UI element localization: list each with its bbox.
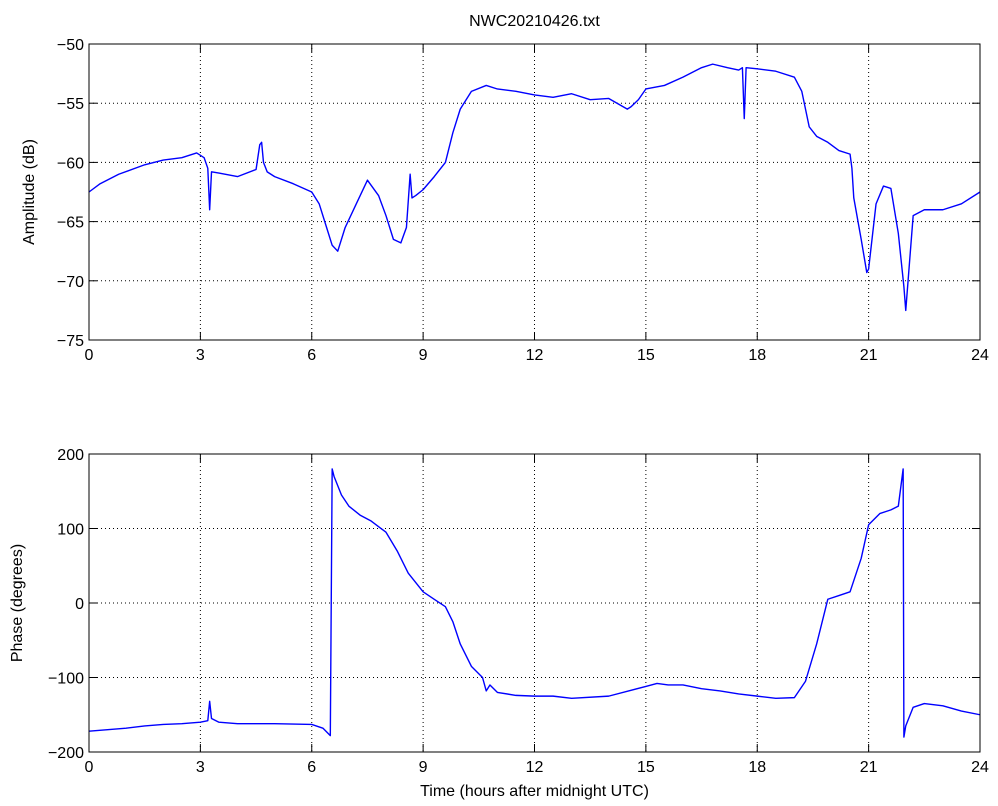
x-tick-label: 24 <box>971 347 989 364</box>
x-tick-label: 9 <box>419 347 428 364</box>
y-tick-label: 0 <box>75 596 84 613</box>
y-tick-label: 200 <box>57 447 84 464</box>
x-tick-label: 15 <box>637 759 655 776</box>
y-tick-label: 100 <box>57 522 84 539</box>
figure-title: NWC20210426.txt <box>469 13 600 30</box>
y-tick-label: −55 <box>57 96 84 113</box>
x-tick-label: 6 <box>307 347 316 364</box>
x-tick-label: 9 <box>419 759 428 776</box>
phase-series-line <box>88 468 981 738</box>
x-tick-label: 24 <box>971 759 989 776</box>
y-axis-label: Phase (degrees) <box>9 544 26 662</box>
y-tick-label: −65 <box>57 215 84 232</box>
x-tick-label: 21 <box>860 347 878 364</box>
phase-panel: 0 3 6 9 12 15 18 21 24 −200 −100 0 100 200 Phase (degr… <box>9 447 989 800</box>
y-tick-label: −70 <box>57 274 84 291</box>
x-tick-label: 3 <box>196 759 205 776</box>
y-tick-label: −75 <box>57 333 84 350</box>
y-tick-label: −60 <box>57 155 84 172</box>
x-tick-label: 12 <box>526 347 544 364</box>
x-tick-label: 12 <box>526 759 544 776</box>
y-axis-label: Amplitude (dB) <box>21 139 38 245</box>
y-tick-label: −200 <box>48 745 84 762</box>
x-tick-label: 3 <box>196 347 205 364</box>
amplitude-panel: 0 3 6 9 12 15 18 21 24 −75 −70 −65 −60 −55 −50 Amplitud… <box>21 37 989 364</box>
y-tick-label: −50 <box>57 37 84 54</box>
x-tick-label: 6 <box>307 759 316 776</box>
y-tick-label: −100 <box>48 671 84 688</box>
x-tick-label: 15 <box>637 347 655 364</box>
x-tick-label: 0 <box>85 347 94 364</box>
x-tick-label: 21 <box>860 759 878 776</box>
x-axis-label: Time (hours after midnight UTC) <box>420 783 649 800</box>
x-tick-label: 0 <box>85 759 94 776</box>
amplitude-series-line <box>88 63 981 312</box>
x-tick-label: 18 <box>748 347 766 364</box>
x-tick-label: 18 <box>748 759 766 776</box>
